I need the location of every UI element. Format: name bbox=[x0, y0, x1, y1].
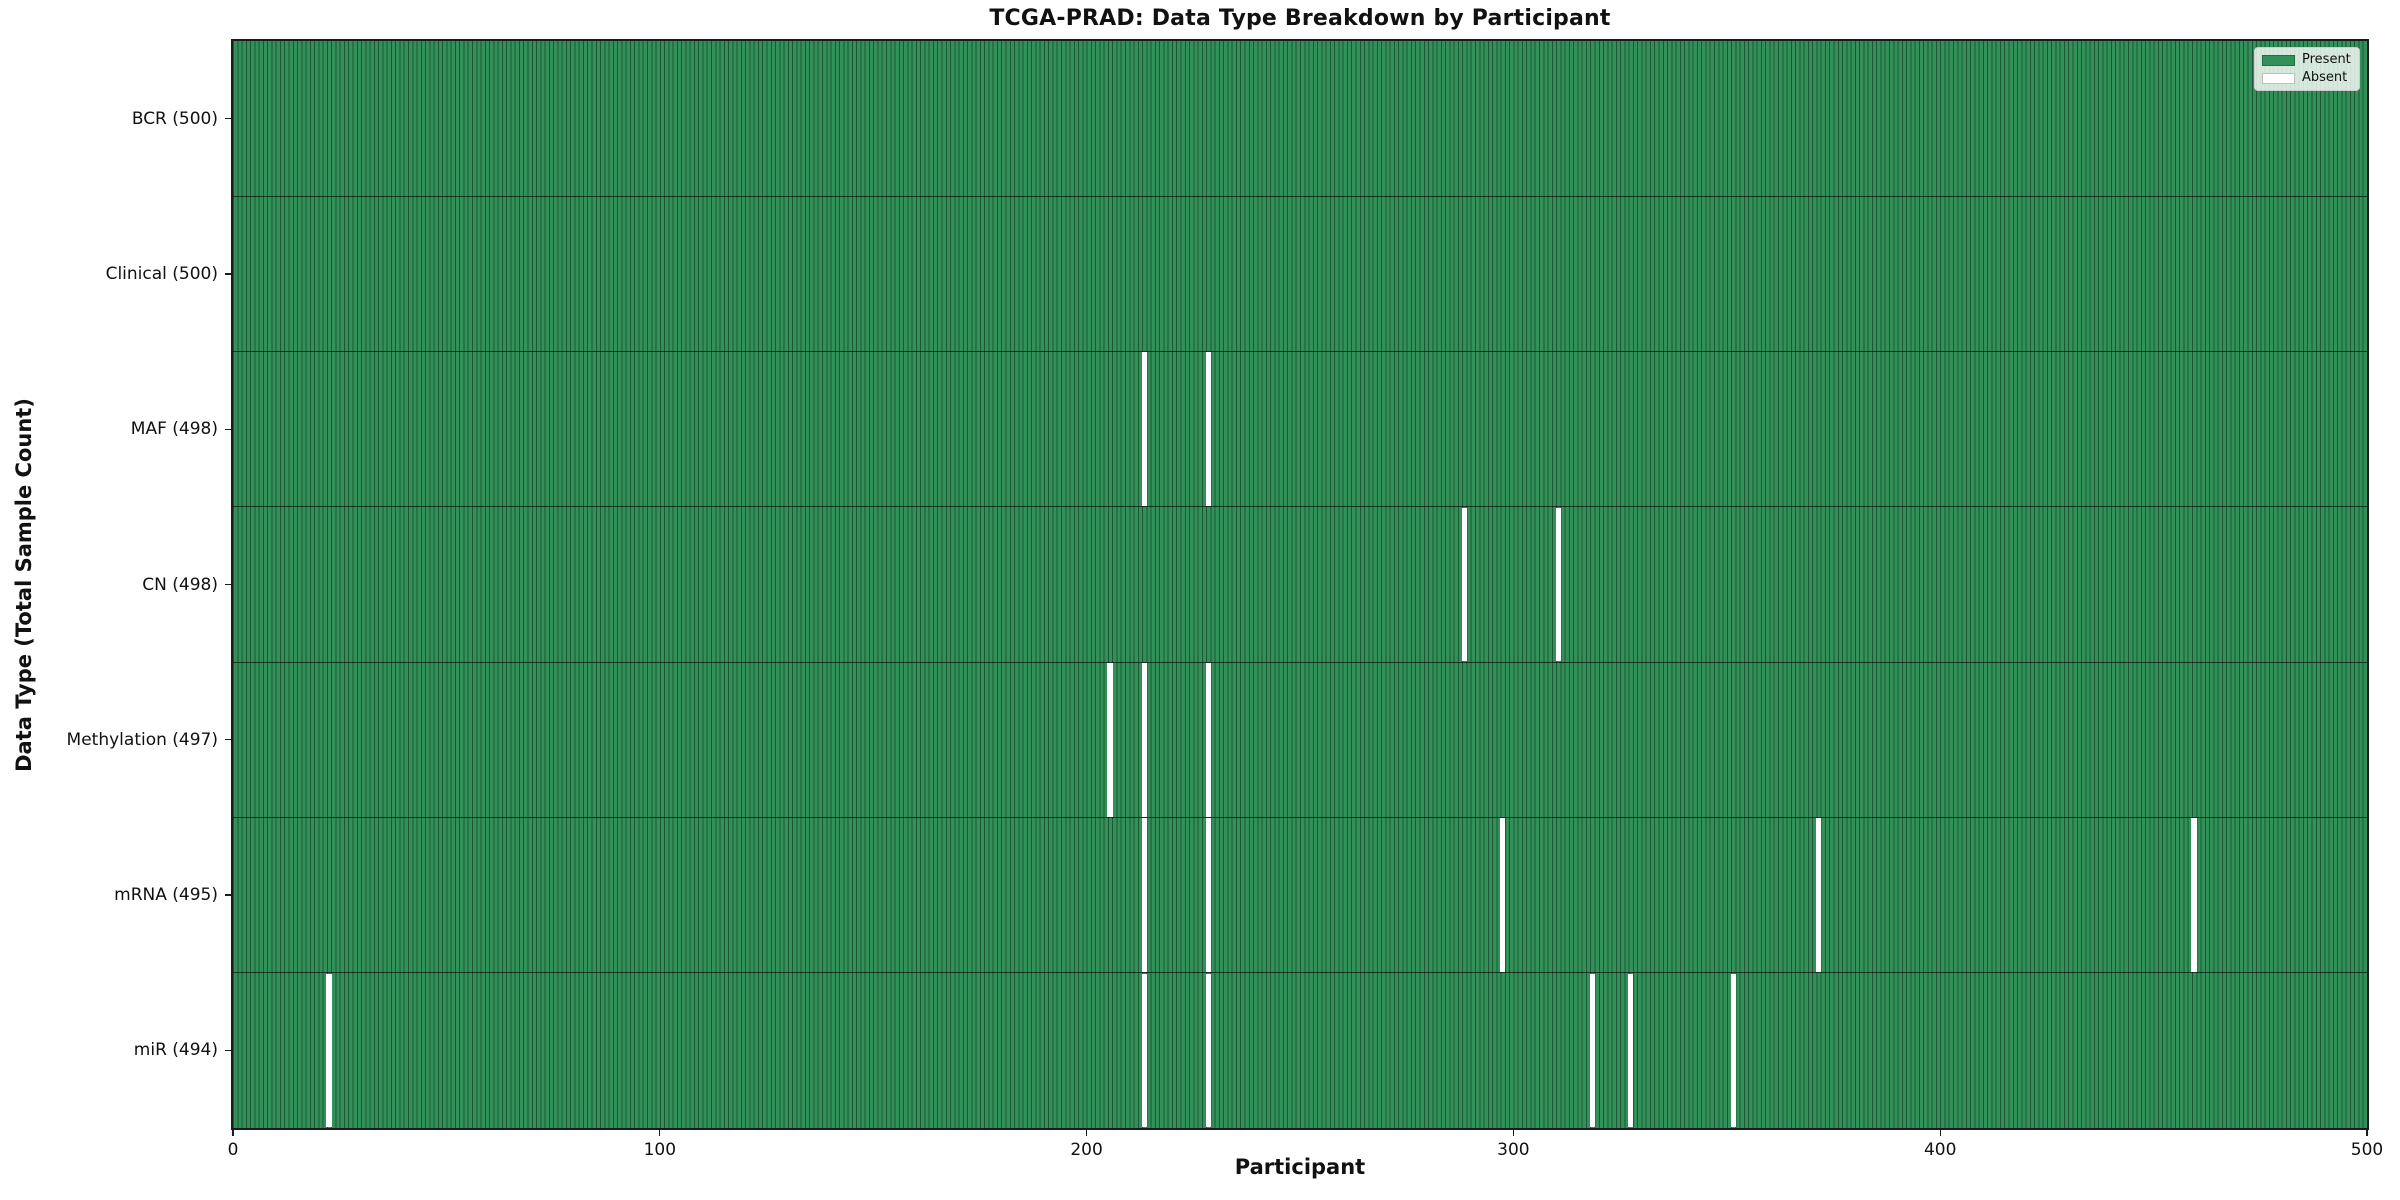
y-tick-label: CN (498) bbox=[142, 574, 218, 595]
absent-gap bbox=[1141, 352, 1147, 507]
absent-gap bbox=[1205, 352, 1211, 507]
x-tick-label: 0 bbox=[227, 1140, 239, 1160]
legend: Present Absent bbox=[2254, 47, 2360, 91]
absent-gap bbox=[326, 973, 332, 1128]
absent-gap bbox=[1107, 662, 1113, 817]
absent-gap bbox=[2191, 818, 2197, 972]
absent-gap bbox=[1141, 973, 1147, 1128]
y-tick-label: MAF (498) bbox=[130, 419, 218, 440]
y-tick-mark bbox=[225, 894, 233, 896]
y-tick-mark bbox=[225, 273, 233, 275]
absent-gap bbox=[1500, 818, 1506, 972]
x-axis-label: Participant bbox=[1234, 1155, 1366, 1179]
plot-area bbox=[233, 41, 2367, 1128]
x-tick-mark bbox=[1512, 1128, 1515, 1136]
legend-label-present: Present bbox=[2302, 52, 2351, 67]
legend-entry-absent: Absent bbox=[2262, 71, 2351, 85]
chart-title: TCGA-PRAD: Data Type Breakdown by Partic… bbox=[989, 6, 1611, 31]
present-swatch-icon bbox=[2262, 54, 2295, 66]
absent-gap bbox=[1815, 818, 1822, 972]
row-separator bbox=[233, 816, 2367, 819]
x-tick-mark bbox=[1939, 1128, 1941, 1136]
row-separator bbox=[233, 195, 2367, 197]
absent-gap bbox=[1205, 818, 1211, 972]
y-tick-mark bbox=[225, 117, 233, 120]
absent-gap bbox=[1730, 973, 1736, 1128]
row-separator bbox=[233, 350, 2367, 353]
x-tick-label: 400 bbox=[1923, 1140, 1957, 1160]
y-tick-label: mRNA (495) bbox=[114, 885, 218, 906]
x-tick-mark bbox=[2366, 1128, 2368, 1136]
absent-gap bbox=[1141, 818, 1147, 972]
x-tick-mark bbox=[659, 1128, 661, 1136]
y-tick-label: BCR (500) bbox=[131, 108, 218, 129]
x-tick-label: 500 bbox=[2350, 1140, 2384, 1160]
y-tick-mark bbox=[225, 428, 233, 430]
row-separator bbox=[233, 661, 2367, 663]
x-tick-label: 200 bbox=[1070, 1140, 1103, 1160]
legend-label-absent: Absent bbox=[2302, 70, 2348, 85]
absent-gap bbox=[1461, 507, 1467, 662]
legend-entry-present: Present bbox=[2262, 53, 2351, 67]
y-tick-label: Clinical (500) bbox=[105, 263, 218, 284]
y-tick-mark bbox=[225, 1049, 233, 1052]
absent-gap bbox=[1555, 507, 1561, 662]
y-tick-mark bbox=[225, 583, 233, 586]
row-separator bbox=[233, 506, 2367, 508]
x-tick-label: 100 bbox=[643, 1140, 677, 1160]
absent-gap bbox=[1141, 662, 1147, 817]
absent-gap bbox=[1205, 662, 1211, 817]
absent-gap bbox=[1589, 973, 1596, 1128]
absent-gap bbox=[1628, 973, 1634, 1128]
y-tick-mark bbox=[225, 739, 233, 741]
x-tick-mark bbox=[1085, 1128, 1088, 1136]
y-tick-label: miR (494) bbox=[133, 1040, 218, 1061]
absent-gap bbox=[1205, 973, 1211, 1128]
x-tick-label: 300 bbox=[1497, 1140, 1530, 1160]
y-tick-label: Methylation (497) bbox=[66, 729, 218, 750]
absent-swatch-icon bbox=[2262, 72, 2295, 84]
row-separator bbox=[233, 972, 2367, 974]
x-tick-mark bbox=[232, 1128, 234, 1136]
